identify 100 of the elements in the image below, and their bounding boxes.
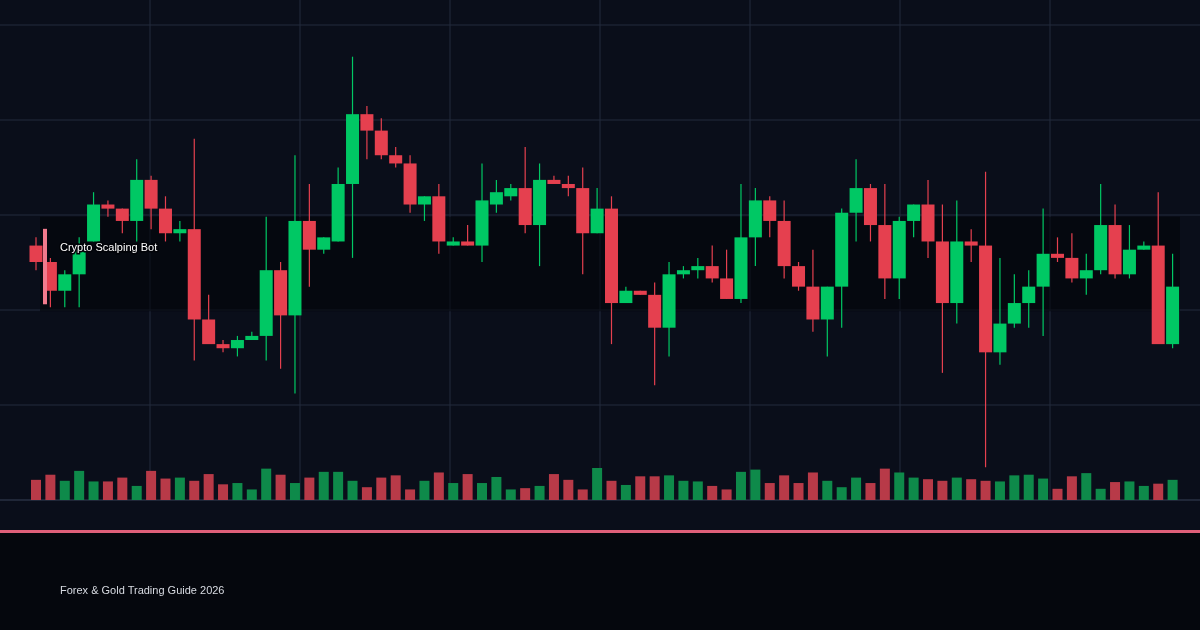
bar bbox=[807, 472, 818, 500]
bar bbox=[721, 489, 732, 500]
bar bbox=[289, 483, 300, 500]
bar bbox=[174, 477, 185, 500]
bar bbox=[1052, 488, 1063, 500]
bar bbox=[836, 487, 847, 500]
bar bbox=[865, 483, 876, 500]
bar bbox=[1110, 482, 1121, 500]
bar bbox=[304, 477, 315, 500]
bar bbox=[592, 468, 603, 500]
bar bbox=[74, 470, 85, 500]
bar bbox=[31, 479, 41, 500]
bar bbox=[462, 474, 473, 500]
candlestick bbox=[101, 199, 115, 218]
candlestick bbox=[720, 249, 734, 300]
bar bbox=[1138, 485, 1149, 500]
candlestick bbox=[1079, 253, 1093, 296]
candlestick bbox=[964, 228, 978, 263]
bar bbox=[59, 480, 70, 500]
bar bbox=[218, 484, 229, 500]
bar bbox=[793, 483, 804, 500]
bar bbox=[908, 477, 919, 500]
bar bbox=[980, 480, 991, 500]
bar bbox=[851, 477, 862, 500]
candlestick bbox=[230, 335, 244, 358]
bar bbox=[203, 474, 214, 500]
bar bbox=[1124, 481, 1135, 500]
bar bbox=[678, 480, 689, 500]
bar bbox=[405, 489, 416, 500]
candlestick bbox=[705, 244, 719, 284]
bar bbox=[951, 477, 962, 500]
bar bbox=[246, 489, 257, 500]
candlestick bbox=[216, 339, 230, 353]
candlestick bbox=[29, 236, 43, 271]
bar bbox=[534, 485, 545, 500]
candlestick bbox=[763, 195, 777, 238]
bar bbox=[894, 472, 905, 500]
candlestick bbox=[389, 146, 403, 169]
bar bbox=[879, 468, 890, 500]
bar bbox=[448, 483, 459, 500]
candlestick bbox=[173, 220, 187, 243]
bar bbox=[707, 485, 718, 500]
bar bbox=[1009, 475, 1020, 500]
bar bbox=[261, 468, 272, 500]
bar bbox=[966, 479, 977, 500]
bar bbox=[232, 483, 243, 500]
bar bbox=[419, 480, 430, 500]
bar bbox=[520, 488, 531, 500]
bar bbox=[1081, 473, 1092, 500]
candlestick bbox=[792, 261, 806, 292]
candlestick bbox=[58, 269, 72, 308]
bar bbox=[937, 480, 948, 500]
bar bbox=[361, 487, 372, 500]
bar bbox=[376, 477, 387, 500]
bar bbox=[505, 489, 516, 500]
bar bbox=[491, 476, 502, 500]
bar bbox=[577, 489, 588, 500]
bar bbox=[750, 469, 761, 500]
bar bbox=[764, 483, 775, 500]
bar bbox=[606, 480, 617, 500]
bar bbox=[1153, 483, 1164, 500]
bar bbox=[477, 483, 488, 500]
candlestick bbox=[461, 224, 475, 247]
bar bbox=[275, 474, 286, 500]
bar bbox=[88, 481, 99, 500]
bar bbox=[692, 481, 703, 500]
bar bbox=[318, 471, 329, 500]
bar bbox=[779, 475, 790, 500]
bar bbox=[994, 481, 1005, 500]
bar bbox=[563, 479, 574, 500]
bar bbox=[117, 477, 128, 500]
bar bbox=[923, 479, 934, 500]
bar bbox=[822, 480, 833, 500]
candlestick bbox=[360, 105, 374, 160]
bar bbox=[1038, 478, 1049, 500]
bar bbox=[635, 476, 646, 500]
candlestick bbox=[1022, 269, 1036, 329]
bar bbox=[189, 480, 200, 500]
candlestick bbox=[1007, 273, 1021, 329]
candlestick bbox=[907, 203, 921, 238]
bar bbox=[1167, 479, 1178, 500]
candlestick bbox=[1065, 232, 1079, 284]
candlestick bbox=[115, 208, 129, 234]
bar bbox=[664, 475, 675, 500]
bar bbox=[649, 476, 660, 500]
bar bbox=[45, 474, 56, 500]
bar bbox=[131, 485, 142, 500]
candlestick bbox=[417, 195, 431, 222]
candlestick bbox=[561, 175, 575, 197]
bar bbox=[102, 481, 113, 500]
bar bbox=[433, 472, 444, 500]
bar bbox=[390, 475, 401, 500]
bar bbox=[160, 478, 171, 500]
bar bbox=[620, 484, 631, 500]
bar bbox=[1095, 488, 1106, 500]
bar bbox=[347, 480, 358, 500]
bar bbox=[735, 471, 746, 500]
bar bbox=[1066, 476, 1077, 500]
bar bbox=[146, 470, 157, 500]
bar bbox=[548, 474, 559, 500]
